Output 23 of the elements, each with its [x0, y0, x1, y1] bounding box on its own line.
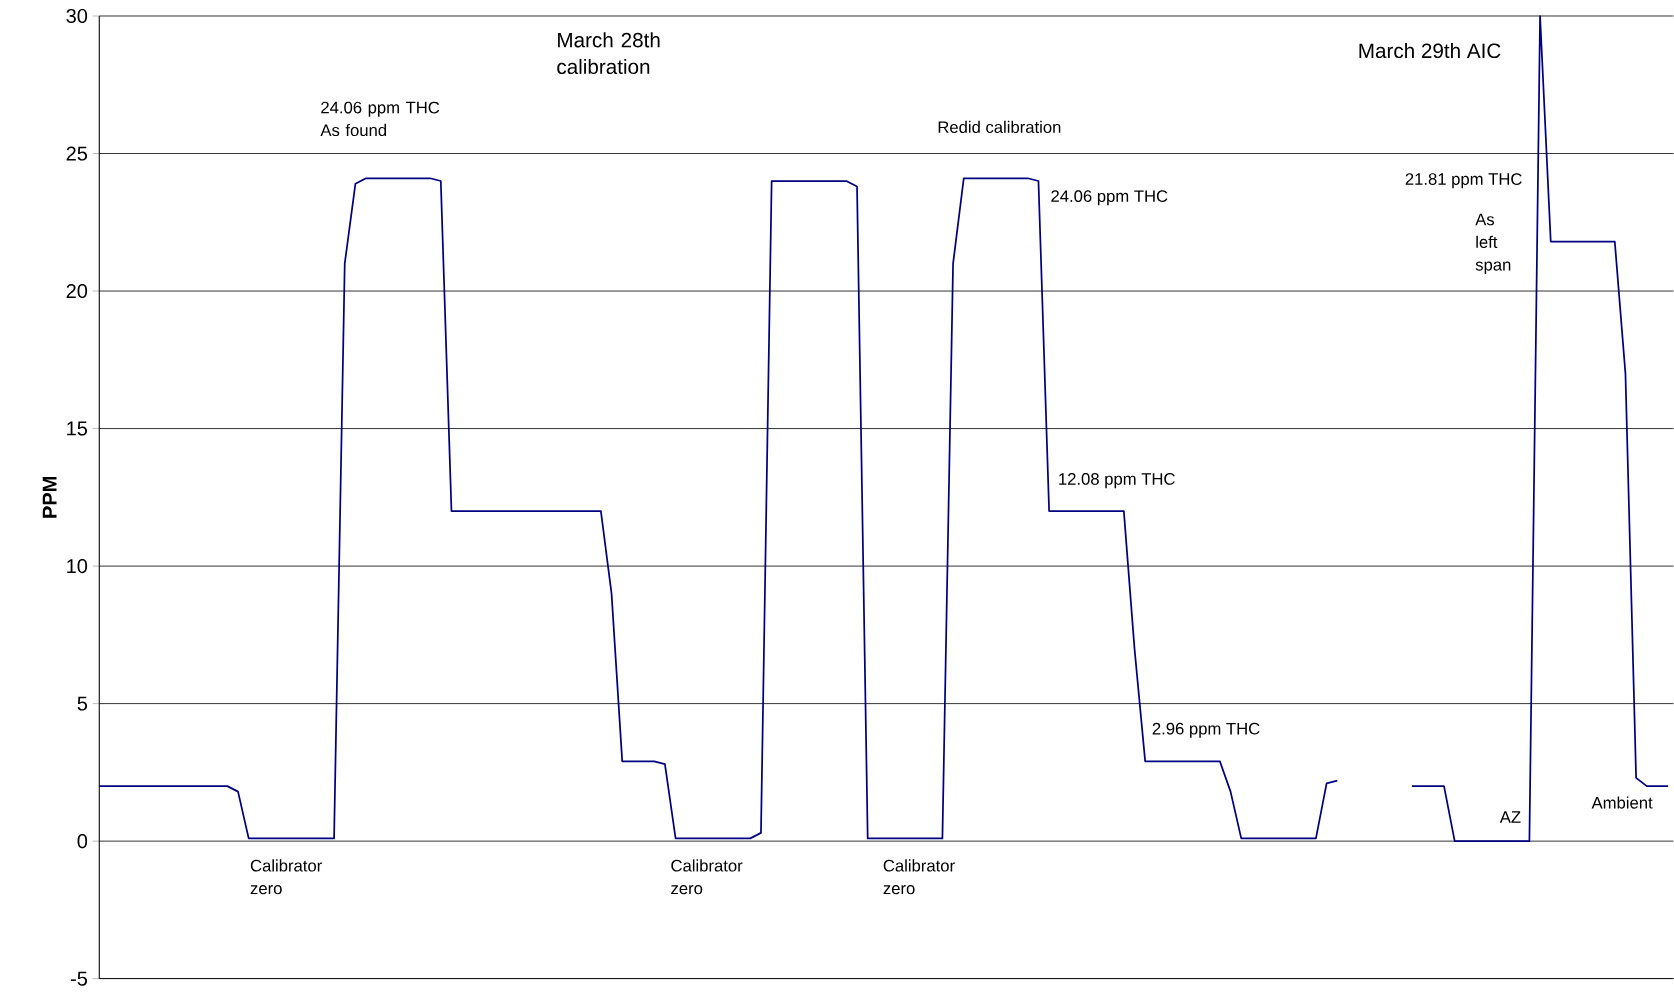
- y-tick-label: 15: [67, 421, 88, 436]
- annotation: Redid calibration: [938, 120, 1061, 134]
- annotation: Ambient: [1591, 796, 1653, 809]
- y-tick-label: 10: [67, 559, 88, 574]
- annotation: Calibrator zero: [671, 859, 743, 895]
- annotation: AZ: [1499, 811, 1521, 823]
- annotation: 24.06 ppm THC: [1051, 190, 1168, 206]
- annotation: 24.06 ppm THC As found: [320, 101, 440, 137]
- annotation: 2.96 ppm THC: [1152, 722, 1260, 738]
- annotation: As left span: [1475, 213, 1511, 275]
- annotation: 21.81 ppm THC: [1405, 173, 1522, 189]
- y-tick-label: 5: [77, 696, 88, 711]
- annotation: Calibrator zero: [250, 859, 322, 895]
- annotation: 12.08 ppm THC: [1059, 473, 1175, 489]
- y-axis-title: PPM: [42, 477, 57, 518]
- y-tick-label: 30: [66, 9, 88, 24]
- annotation: March 28th calibration: [557, 32, 660, 75]
- y-tick-label: 25: [66, 146, 88, 161]
- annotation: Calibrator zero: [883, 859, 955, 895]
- y-tick-label: 20: [66, 284, 88, 299]
- annotation: March 29th AIC: [1359, 43, 1501, 59]
- y-tick-label: -5: [71, 971, 88, 986]
- y-tick-label: 0: [77, 834, 88, 849]
